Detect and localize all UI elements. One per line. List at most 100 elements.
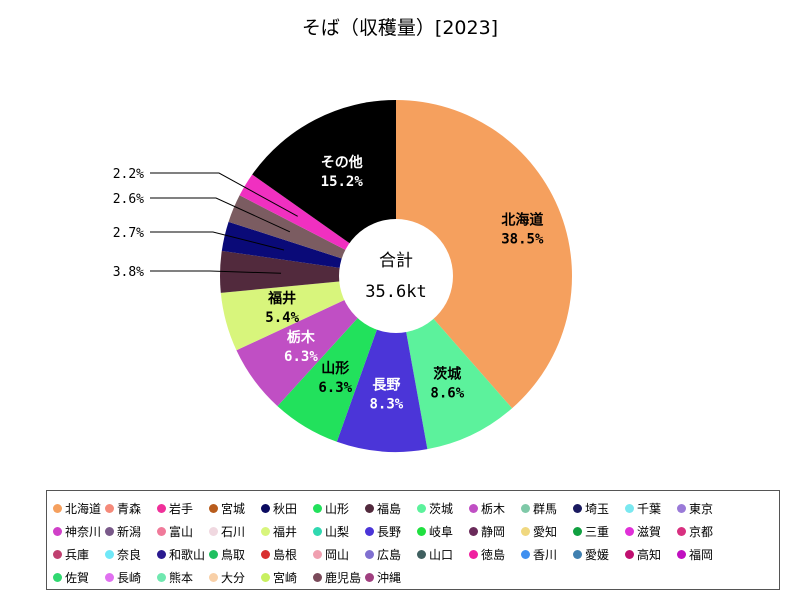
legend-item: 熊本 <box>157 566 209 589</box>
center-value: 35.6kt <box>365 282 426 302</box>
slice-name-label: 長野 <box>372 378 400 394</box>
legend-item: 埼玉 <box>573 497 625 520</box>
legend-item: 山梨 <box>313 520 365 543</box>
legend-item: 富山 <box>157 520 209 543</box>
chart-title: そば（収穫量）[2023] <box>302 17 498 39</box>
center-label: 合計 <box>379 251 413 271</box>
legend-label: 島根 <box>273 548 298 562</box>
legend-label: 熊本 <box>169 571 194 585</box>
legend-item: 島根 <box>261 543 313 566</box>
slice-name-label: その他 <box>321 154 363 171</box>
legend-item: 宮城 <box>209 497 261 520</box>
legend-swatch <box>209 550 218 559</box>
legend-swatch <box>105 527 114 536</box>
legend-swatch <box>365 527 374 536</box>
slice-percent-label: 5.4% <box>265 310 299 326</box>
legend-item: 山形 <box>313 497 365 520</box>
legend-swatch <box>417 550 426 559</box>
legend-item: 滋賀 <box>625 520 677 543</box>
legend-swatch <box>625 527 634 536</box>
legend-swatch <box>573 504 582 513</box>
legend-item: 岩手 <box>157 497 209 520</box>
legend-item: 京都 <box>677 520 729 543</box>
legend-label: 岩手 <box>169 502 194 516</box>
legend-swatch <box>365 550 374 559</box>
legend-item: 栃木 <box>469 497 521 520</box>
slice-percent-label: 8.6% <box>430 385 464 401</box>
slice-percent-label: 15.2% <box>321 174 364 190</box>
legend-label: 秋田 <box>273 502 298 516</box>
pie-slice <box>336 276 428 453</box>
legend-grid: 北海道 青森 岩手 宮城 秋田 山形 福島 茨城 栃木 群馬 埼玉 千葉 東京 神奈川 新潟 富山 石川 福井 山梨… <box>53 497 773 589</box>
legend-item: 北海道 <box>53 497 105 520</box>
legend-swatch <box>521 504 530 513</box>
legend-label: 埼玉 <box>585 502 610 516</box>
legend-swatch <box>417 527 426 536</box>
legend-item: 愛知 <box>521 520 573 543</box>
legend-label: 大分 <box>221 571 246 585</box>
legend-swatch <box>469 527 478 536</box>
legend-label: 愛媛 <box>585 548 610 562</box>
slice-percent-label: 2.7% <box>113 226 144 241</box>
leader-line <box>150 231 285 251</box>
legend-item: 奈良 <box>105 543 157 566</box>
legend-swatch <box>677 527 686 536</box>
legend-label: 高知 <box>637 548 662 562</box>
leader-line <box>150 270 282 274</box>
legend-swatch <box>53 504 62 513</box>
legend-swatch <box>157 527 166 536</box>
legend-label: 広島 <box>377 548 402 562</box>
legend-label: 山梨 <box>325 525 350 539</box>
legend-label: 千葉 <box>637 502 662 516</box>
legend-swatch <box>313 527 322 536</box>
slice-percent-label: 8.3% <box>370 397 404 413</box>
legend-label: 福岡 <box>689 548 714 562</box>
legend-swatch <box>261 573 270 582</box>
legend-item: 広島 <box>365 543 417 566</box>
legend-swatch <box>521 550 530 559</box>
legend-swatch <box>209 527 218 536</box>
pie-slice <box>220 250 396 293</box>
legend-swatch <box>105 573 114 582</box>
legend-swatch <box>417 504 426 513</box>
legend-label: 長崎 <box>117 571 142 585</box>
slice-name-label: 北海道 <box>501 211 543 228</box>
legend-label: 佐賀 <box>65 571 90 585</box>
legend-item: 長野 <box>365 520 417 543</box>
legend-item: 高知 <box>625 543 677 566</box>
legend-swatch <box>105 550 114 559</box>
legend-item: 東京 <box>677 497 729 520</box>
legend-label: 鳥取 <box>221 548 246 562</box>
legend-label: 三重 <box>585 525 610 539</box>
slice-percent-label: 2.2% <box>113 167 144 182</box>
legend-item: 兵庫 <box>53 543 105 566</box>
legend-item: 和歌山 <box>157 543 209 566</box>
legend-label: 茨城 <box>429 502 454 516</box>
legend-label: 長野 <box>377 525 402 539</box>
legend-swatch <box>573 527 582 536</box>
legend-label: 滋賀 <box>637 525 662 539</box>
legend-item: 長崎 <box>105 566 157 589</box>
legend-item: 茨城 <box>417 497 469 520</box>
legend-label: 兵庫 <box>65 548 90 562</box>
legend-label: 福島 <box>377 502 402 516</box>
legend-label: 岐阜 <box>429 525 454 539</box>
legend-label: 徳島 <box>481 548 506 562</box>
legend-label: 岡山 <box>325 548 350 562</box>
legend-label: 富山 <box>169 525 194 539</box>
legend-item: 鹿児島 <box>313 566 365 589</box>
legend-item: 佐賀 <box>53 566 105 589</box>
legend-swatch <box>313 550 322 559</box>
legend-swatch <box>209 504 218 513</box>
legend-label: 栃木 <box>481 502 506 516</box>
legend-item: 岡山 <box>313 543 365 566</box>
legend-swatch <box>313 504 322 513</box>
legend-label: 北海道 <box>65 502 102 516</box>
legend-label: 奈良 <box>117 548 142 562</box>
legend-item: 福岡 <box>677 543 729 566</box>
legend-label: 山形 <box>325 502 350 516</box>
slice-percent-label: 6.3% <box>318 380 352 396</box>
slice-percent-label: 2.6% <box>113 192 144 207</box>
slice-name-label: 福井 <box>267 290 296 307</box>
